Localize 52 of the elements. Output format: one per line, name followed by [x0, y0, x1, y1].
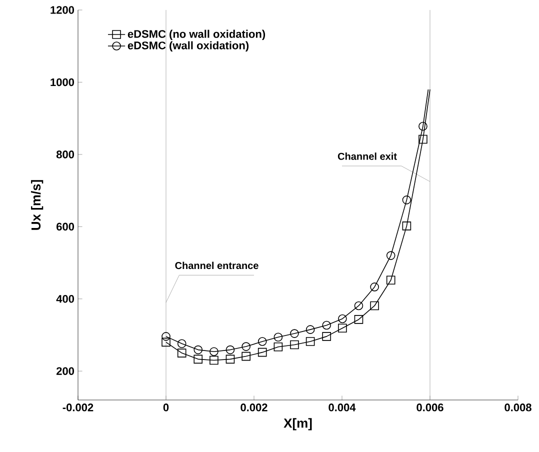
point — [354, 301, 364, 310]
point — [210, 356, 218, 365]
x-tick-label: 0.008 — [504, 404, 532, 412]
x-tick-label: 0.004 — [328, 404, 356, 412]
ref-line-label: Channel exit — [338, 152, 397, 160]
legend-label: eDSMC (wall oxidation) — [128, 41, 249, 52]
point — [194, 345, 203, 354]
y-tick-label: 800 — [56, 150, 74, 158]
point — [274, 342, 283, 352]
x-tick-label: 0 — [163, 404, 169, 412]
point — [354, 315, 364, 324]
y-tick-label: 400 — [56, 294, 74, 303]
point — [418, 122, 428, 131]
point — [386, 251, 396, 260]
x-axis-title: X[m] — [284, 418, 312, 430]
point — [386, 276, 396, 284]
point — [338, 314, 347, 324]
y-tick-label: 1200 — [50, 6, 74, 14]
point — [402, 196, 412, 204]
point — [370, 282, 379, 292]
point — [242, 342, 250, 351]
point — [177, 339, 186, 348]
y-tick-label: 600 — [56, 222, 74, 231]
x-tick-label: 0.006 — [416, 404, 444, 412]
point — [322, 320, 331, 330]
point — [210, 347, 218, 356]
point — [306, 325, 315, 334]
y-axis-title: Ux [m/s] — [31, 180, 44, 230]
point — [338, 324, 347, 333]
point — [306, 337, 315, 346]
point — [322, 332, 331, 341]
point — [177, 348, 186, 358]
legend-label: eDSMC (no wall oxidation) — [128, 30, 266, 40]
point — [226, 345, 235, 354]
point — [258, 348, 267, 357]
ref-line-label: Channel entrance — [175, 262, 258, 270]
point — [290, 329, 299, 338]
point — [162, 332, 170, 341]
point — [194, 354, 203, 364]
point — [162, 338, 170, 347]
point — [418, 134, 428, 144]
point — [258, 337, 267, 346]
y-tick-label: 1000 — [50, 78, 74, 86]
point — [402, 222, 412, 230]
point — [274, 332, 283, 342]
point — [242, 352, 250, 361]
point — [370, 301, 379, 310]
point — [290, 340, 299, 350]
x-tick-label: -0.002 — [62, 404, 94, 412]
y-tick-label: 200 — [56, 367, 74, 375]
x-tick-label: 0.002 — [240, 404, 268, 412]
point — [226, 354, 235, 364]
